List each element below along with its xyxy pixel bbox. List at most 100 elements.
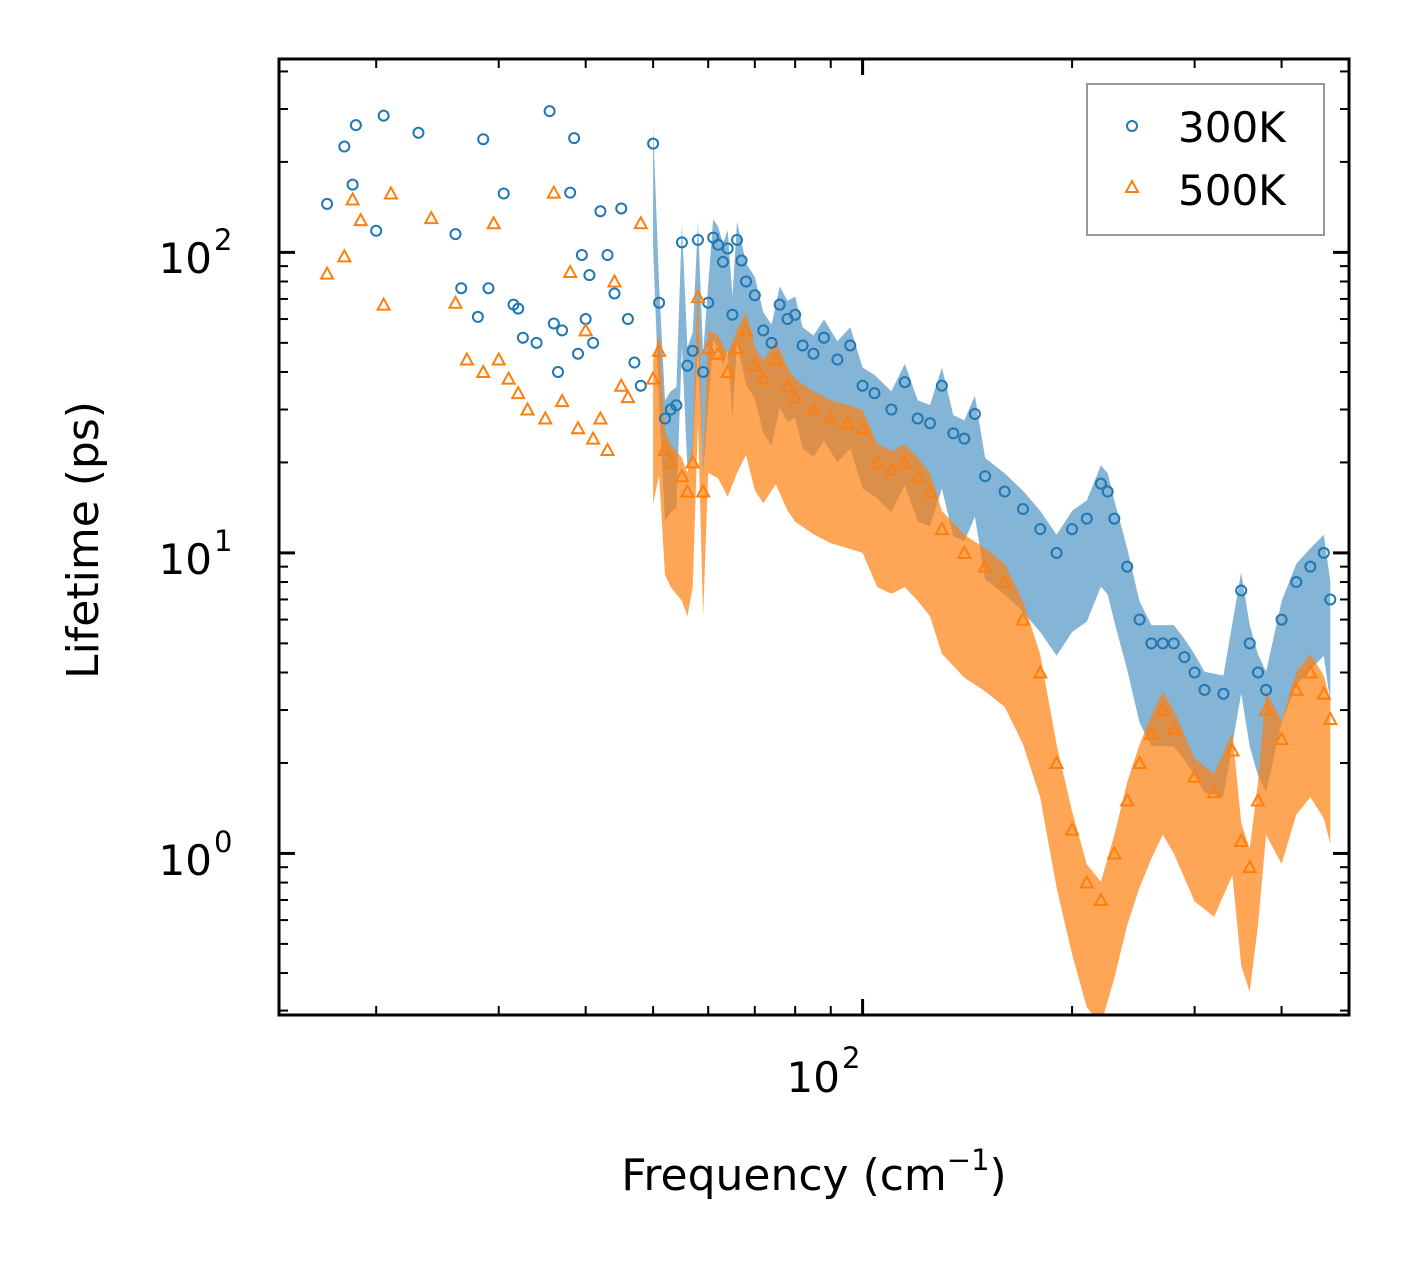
y-tick-label-10-exp: 1 <box>214 524 232 558</box>
point-300k-1 <box>338 140 351 153</box>
point-500k-9 <box>475 363 491 378</box>
point-300k-68 <box>898 376 911 389</box>
point-500k-5 <box>383 185 399 200</box>
point-500k-26 <box>620 388 636 404</box>
point-300k-27 <box>587 336 600 349</box>
point-300k-71 <box>935 379 948 392</box>
point-500k-78 <box>1258 701 1274 717</box>
point-500k-40 <box>729 340 745 355</box>
point-500k-76 <box>1242 859 1258 874</box>
point-300k-5 <box>377 109 390 122</box>
point-300k-65 <box>856 379 869 392</box>
point-300k-34 <box>634 379 647 392</box>
point-500k-61 <box>1032 664 1048 679</box>
point-300k-4 <box>370 224 383 237</box>
point-500k-69 <box>1143 725 1160 740</box>
density-band-500k <box>653 278 1331 1015</box>
point-500k-57 <box>956 544 972 559</box>
y-tick-label-1: 10 <box>159 836 212 885</box>
point-500k-64 <box>1079 874 1095 889</box>
point-500k-45 <box>779 377 796 392</box>
x-tick-label-100-exp: 2 <box>842 1041 860 1075</box>
point-500k-11 <box>491 351 507 366</box>
y-tick-label-1-exp: 0 <box>214 825 232 859</box>
point-300k-87 <box>1145 637 1158 650</box>
point-300k-79 <box>1050 546 1063 559</box>
point-500k-80 <box>1288 681 1304 696</box>
legend-300k-label: 300K <box>1178 103 1287 152</box>
point-500k-46 <box>787 388 803 404</box>
point-500k-62 <box>1048 754 1065 769</box>
point-500k-14 <box>519 401 536 416</box>
point-300k-10 <box>477 133 490 146</box>
plot-frame <box>277 57 1351 1017</box>
point-300k-53 <box>740 275 753 288</box>
x-tick-label-100: 10 <box>787 1053 840 1102</box>
point-500k-25 <box>613 377 629 392</box>
point-300k-60 <box>796 339 809 352</box>
point-300k-26 <box>583 269 596 282</box>
point-300k-24 <box>575 249 588 262</box>
point-500k-16 <box>546 184 562 199</box>
point-500k-82 <box>1316 685 1332 700</box>
legend: 300K 500K <box>1086 83 1325 236</box>
scatter-points <box>319 105 1338 906</box>
point-300k-31 <box>615 202 628 215</box>
point-500k-13 <box>510 385 526 400</box>
point-500k-15 <box>537 410 554 425</box>
point-300k-12 <box>497 187 510 200</box>
point-300k-63 <box>831 353 844 366</box>
point-500k-42 <box>747 357 763 372</box>
point-500k-4 <box>375 296 392 311</box>
point-500k-23 <box>599 441 616 456</box>
point-300k-99 <box>1290 576 1303 589</box>
point-300k-28 <box>594 205 607 218</box>
point-500k-59 <box>996 573 1013 589</box>
point-500k-55 <box>922 483 938 498</box>
point-500k-73 <box>1206 784 1222 799</box>
point-300k-70 <box>924 417 937 430</box>
point-300k-102 <box>1324 593 1337 606</box>
point-500k-41 <box>738 322 754 337</box>
point-300k-62 <box>817 331 830 344</box>
point-300k-56 <box>765 336 778 349</box>
point-300k-33 <box>628 356 641 369</box>
point-300k-97 <box>1260 683 1273 696</box>
point-300k-15 <box>516 331 529 344</box>
point-500k-27 <box>633 215 649 230</box>
point-300k-23 <box>572 347 585 360</box>
point-300k-6 <box>412 126 425 139</box>
point-300k-48 <box>716 255 729 268</box>
point-300k-11 <box>482 282 495 295</box>
x-axis-label-close: ) <box>990 1150 1007 1201</box>
point-300k-72 <box>947 427 960 440</box>
point-300k-100 <box>1304 560 1317 573</box>
point-500k-75 <box>1233 832 1249 847</box>
point-300k-22 <box>568 132 581 145</box>
point-300k-42 <box>686 344 699 357</box>
point-500k-81 <box>1302 664 1319 679</box>
y-tick-label-10: 10 <box>159 535 212 584</box>
point-300k-75 <box>979 470 992 483</box>
point-300k-59 <box>789 308 802 321</box>
point-500k-53 <box>897 454 913 469</box>
point-500k-68 <box>1131 754 1148 769</box>
point-300k-64 <box>844 339 857 352</box>
point-300k-82 <box>1094 477 1107 490</box>
point-500k-37 <box>700 340 716 355</box>
point-300k-51 <box>731 233 744 246</box>
point-500k-30 <box>657 441 673 456</box>
point-500k-66 <box>1106 845 1123 860</box>
point-300k-90 <box>1178 651 1191 664</box>
point-300k-2 <box>346 178 359 191</box>
point-300k-61 <box>807 347 820 360</box>
point-300k-57 <box>773 298 786 311</box>
point-500k-44 <box>767 351 784 366</box>
point-500k-12 <box>500 370 517 385</box>
point-500k-33 <box>679 483 696 498</box>
point-300k-36 <box>653 296 666 309</box>
point-300k-29 <box>601 249 614 262</box>
point-500k-70 <box>1155 701 1171 717</box>
point-500k-28 <box>645 370 661 385</box>
point-300k-81 <box>1080 512 1093 525</box>
